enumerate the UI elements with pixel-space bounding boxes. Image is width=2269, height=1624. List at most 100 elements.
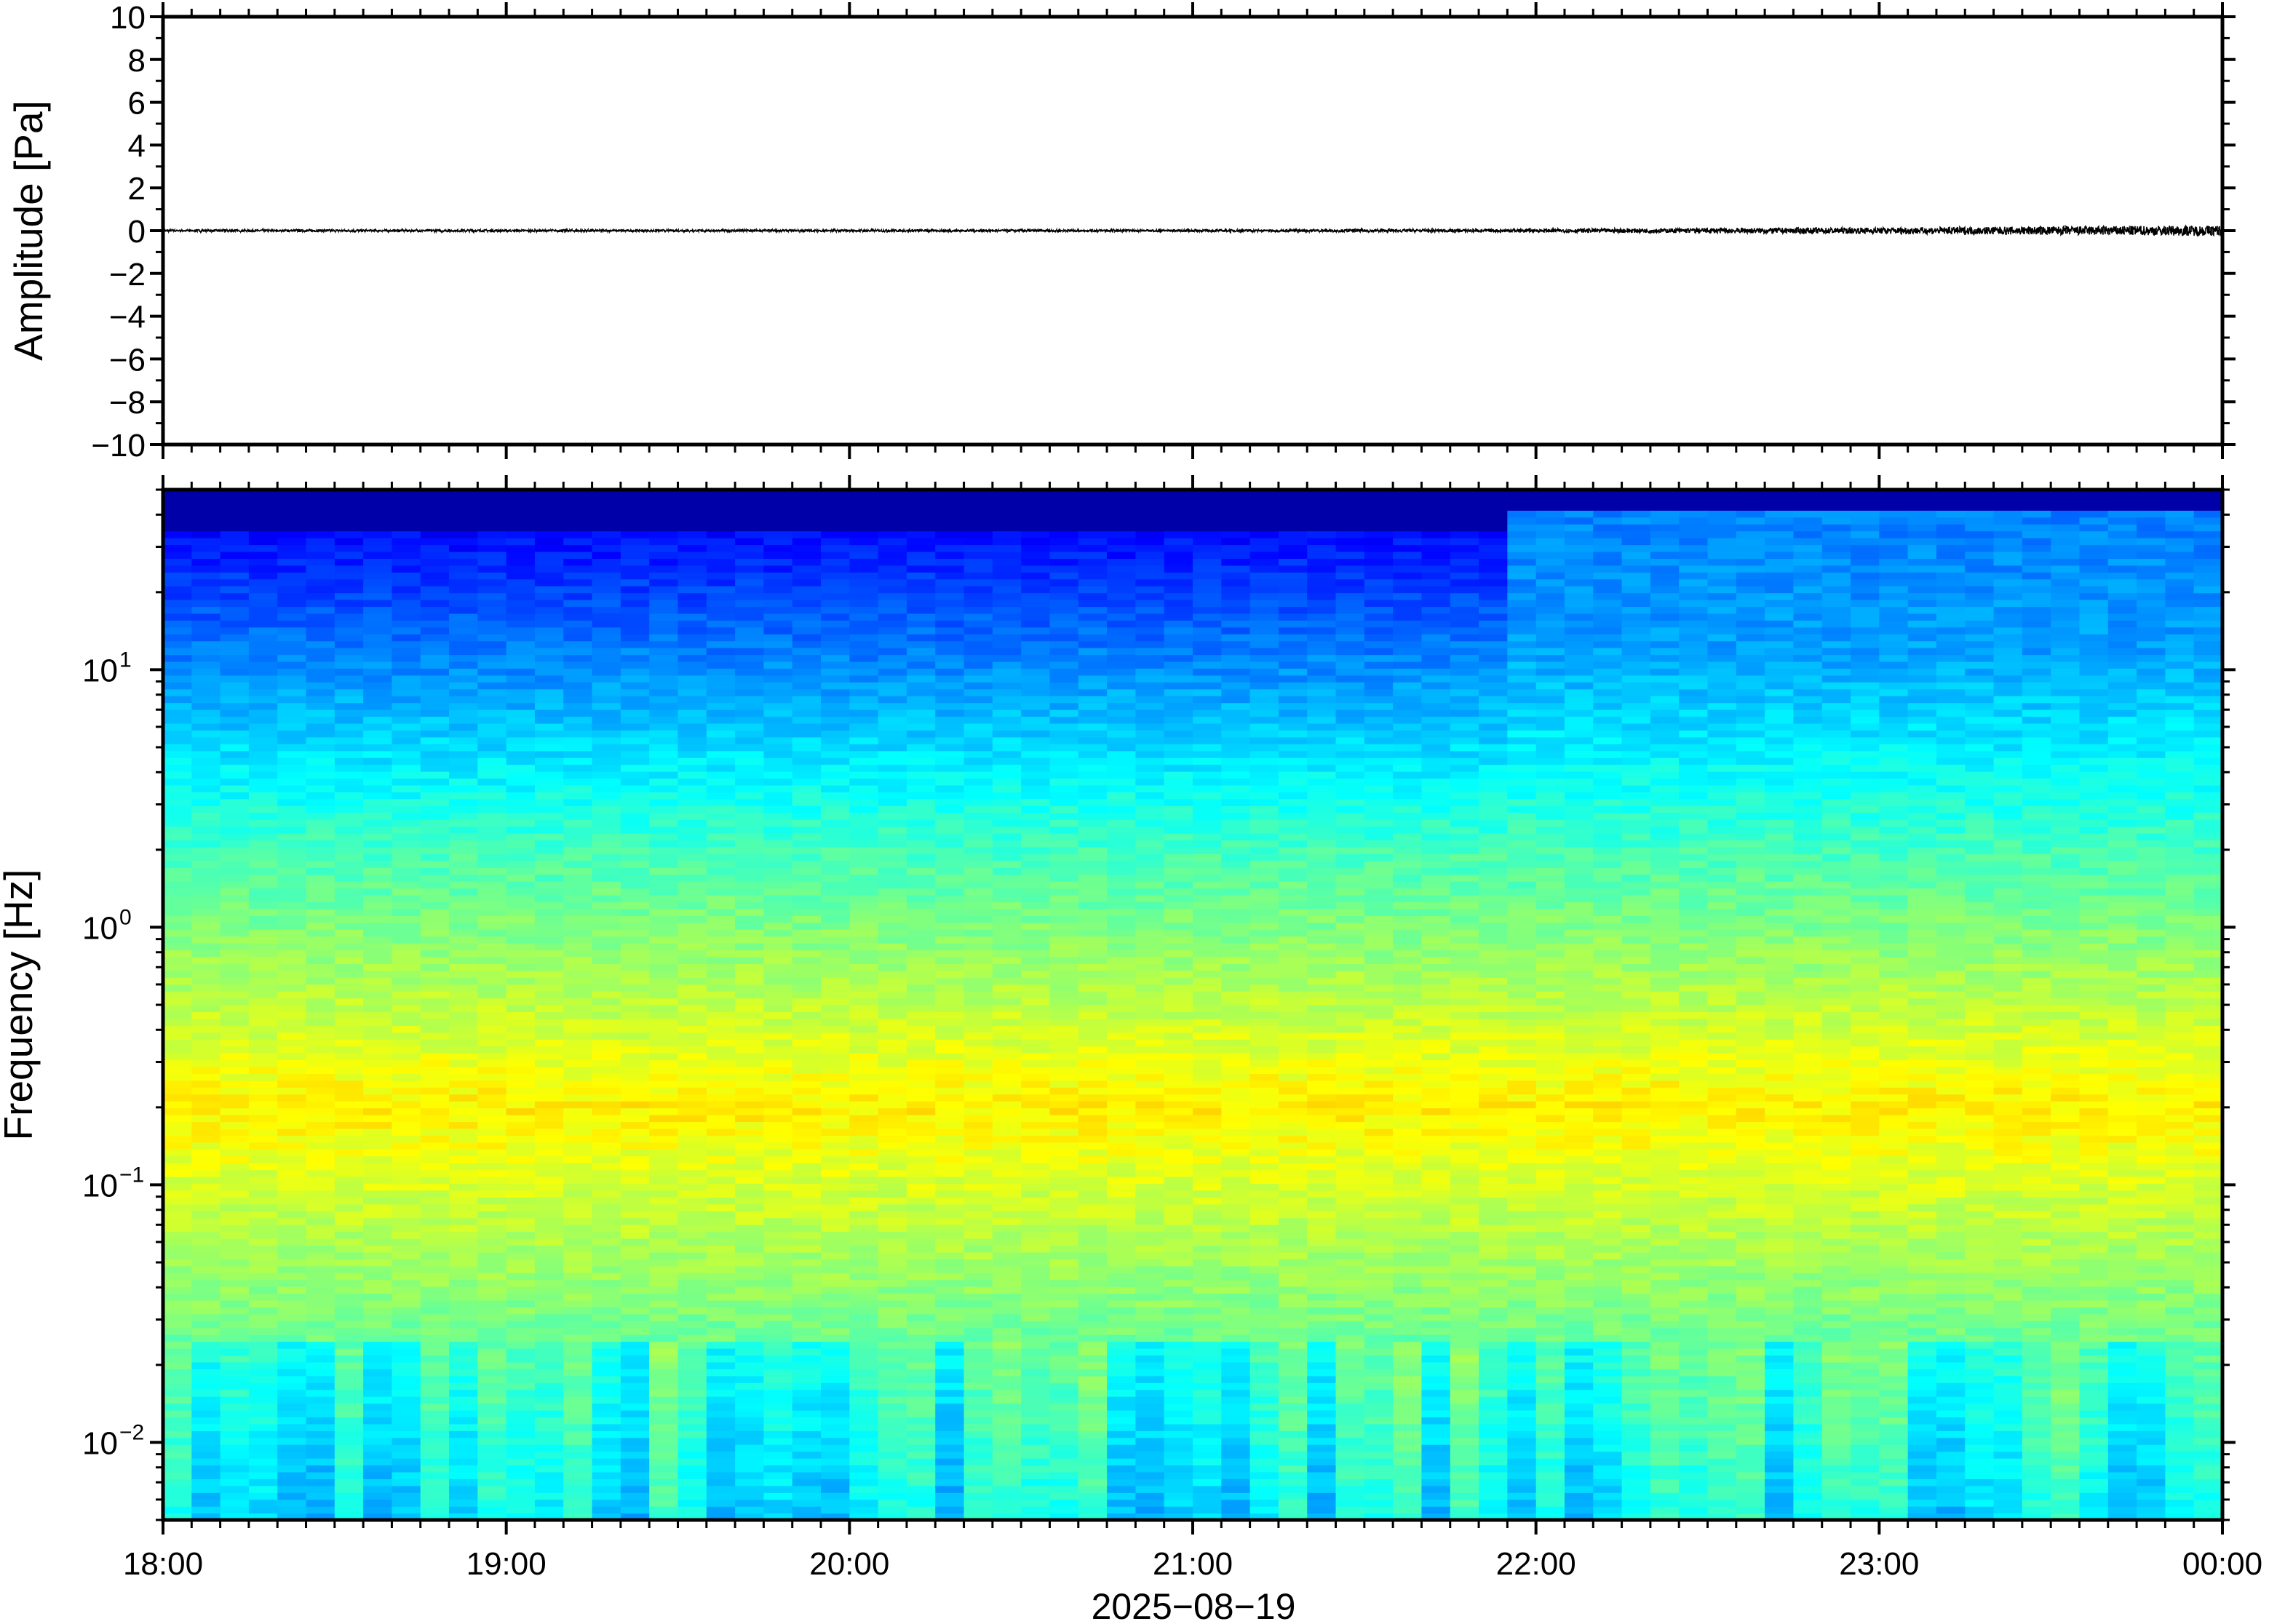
- spectrogram-cell: [306, 1499, 335, 1507]
- spectrogram-cell: [334, 977, 364, 985]
- spectrogram-cell: [821, 1046, 850, 1054]
- spectrogram-cell: [220, 998, 250, 1006]
- spectrogram-cell: [163, 1423, 192, 1431]
- spectrogram-cell: [735, 846, 765, 854]
- spectrogram-cell: [163, 867, 192, 875]
- spectrogram-cell: [248, 915, 278, 923]
- spectrogram-cell: [477, 936, 507, 944]
- spectrogram-cell: [821, 1225, 850, 1233]
- spectrogram-cell: [449, 551, 478, 559]
- spectrogram-cell: [191, 1478, 221, 1486]
- spectrogram-cell: [706, 654, 736, 662]
- spectrogram-cell: [334, 558, 364, 566]
- spectrogram-cell: [392, 1128, 421, 1136]
- spectrogram-cell: [392, 950, 421, 958]
- spectrogram-cell: [935, 867, 965, 875]
- spectrogram-cell: [592, 1444, 621, 1452]
- spectrogram-cell: [1021, 1444, 1051, 1452]
- spectrogram-cell: [534, 881, 564, 889]
- spectrogram-column: [735, 490, 765, 1520]
- spectrogram-cell: [363, 716, 393, 724]
- spectrogram-cell: [935, 1039, 965, 1047]
- spectrogram-cell: [935, 1135, 965, 1143]
- spectrogram-cell: [735, 558, 765, 566]
- spectrogram-cell: [506, 936, 536, 944]
- spectrogram-cell: [677, 1163, 707, 1171]
- spectrogram-cell: [792, 490, 822, 498]
- spectrogram-cell: [534, 1478, 564, 1486]
- spectrogram-cell: [735, 1259, 765, 1267]
- spectrogram-cell: [849, 524, 879, 532]
- spectrogram-cell: [477, 1238, 507, 1246]
- spectrogram-cell: [592, 1307, 621, 1315]
- spectrogram-cell: [392, 592, 421, 600]
- spectrogram-cell: [534, 1492, 564, 1500]
- spectrogram-cell: [763, 1018, 793, 1026]
- spectrogram-cell: [534, 1155, 564, 1163]
- spectrogram-cell: [477, 730, 507, 738]
- spectrogram-cell: [649, 1032, 679, 1040]
- spectrogram-cell: [849, 716, 879, 724]
- spectrogram-cell: [306, 1107, 335, 1115]
- spectrogram-cell: [248, 1403, 278, 1411]
- spectrogram-cell: [935, 936, 965, 944]
- spectrogram-cell: [277, 1046, 307, 1054]
- spectrogram-cell: [849, 572, 879, 580]
- spectrogram-cell: [163, 1101, 192, 1109]
- spectrogram-cell: [163, 1327, 192, 1335]
- spectrogram-cell: [1021, 991, 1051, 999]
- spectrogram-cell: [248, 1073, 278, 1081]
- spectrogram-cell: [1021, 503, 1051, 511]
- spectrogram-cell: [620, 682, 650, 690]
- spectrogram-cell: [563, 991, 593, 999]
- spectrogram-cell: [735, 819, 765, 827]
- spectrogram-cell: [1021, 640, 1051, 648]
- spectrogram-cell: [277, 736, 307, 744]
- spectrogram-cell: [420, 860, 450, 868]
- spectrogram-cell: [534, 1032, 564, 1040]
- spectrogram-cell: [449, 1183, 478, 1191]
- spectrogram-cell: [506, 840, 536, 848]
- spectrogram-cell: [277, 1437, 307, 1445]
- spectrogram-cell: [306, 984, 335, 992]
- spectrogram-cell: [792, 634, 822, 642]
- spectrogram-cell: [563, 922, 593, 930]
- spectrogram-cell: [1049, 1465, 1079, 1473]
- spectrogram-cell: [163, 956, 192, 964]
- spectrogram-cell: [592, 558, 621, 566]
- spectrogram-cell: [449, 730, 478, 738]
- spectrogram-cell: [763, 1485, 793, 1493]
- spectrogram-cell: [220, 1478, 250, 1486]
- spectrogram-cell: [1049, 1471, 1079, 1479]
- spectrogram-cell: [792, 668, 822, 676]
- spectrogram-cell: [306, 1417, 335, 1425]
- spectrogram-cell: [277, 496, 307, 504]
- spectrogram-cell: [220, 530, 250, 538]
- spectrogram-cell: [506, 792, 536, 800]
- spectrogram-cell: [763, 778, 793, 786]
- spectrogram-cell: [849, 936, 879, 944]
- spectrogram-cell: [477, 840, 507, 848]
- spectrogram-cell: [735, 600, 765, 608]
- spectrogram-cell: [649, 1046, 679, 1054]
- spectrogram-cell: [449, 654, 478, 662]
- spectrogram-cell: [363, 696, 393, 704]
- spectrogram-cell: [906, 709, 936, 717]
- spectrogram-cell: [849, 1066, 879, 1074]
- spectrogram-cell: [706, 1492, 736, 1500]
- spectrogram-cell: [306, 1451, 335, 1459]
- spectrogram-cell: [935, 1059, 965, 1067]
- spectrogram-cell: [1049, 1369, 1079, 1377]
- spectrogram-cell: [477, 1080, 507, 1088]
- spectrogram-cell: [849, 1011, 879, 1019]
- spectrogram-cell: [677, 702, 707, 710]
- spectrogram-cell: [935, 1169, 965, 1177]
- spectrogram-cell: [334, 709, 364, 717]
- spectrogram-cell: [163, 1478, 192, 1486]
- spectrogram-cell: [392, 1437, 421, 1445]
- spectrogram-cell: [220, 558, 250, 566]
- spectrogram-cell: [935, 1053, 965, 1061]
- spectrogram-cell: [620, 929, 650, 937]
- spectrogram-cell: [363, 1361, 393, 1369]
- spectrogram-cell: [849, 1203, 879, 1211]
